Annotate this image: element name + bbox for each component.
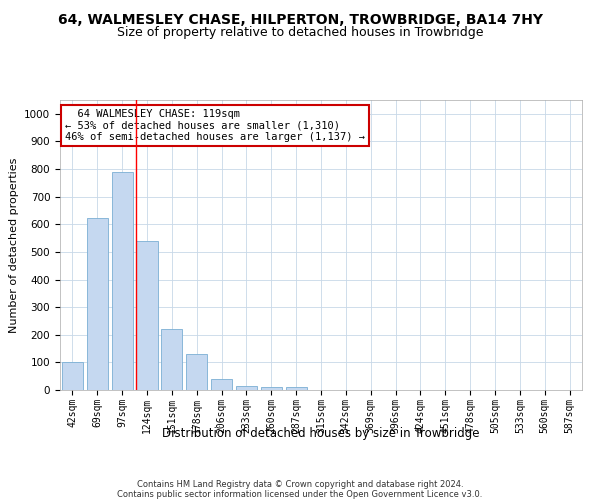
- Bar: [186, 354, 207, 390]
- Y-axis label: Number of detached properties: Number of detached properties: [8, 158, 19, 332]
- Text: Distribution of detached houses by size in Trowbridge: Distribution of detached houses by size …: [162, 428, 480, 440]
- Bar: [112, 172, 133, 390]
- Bar: [161, 329, 182, 390]
- Bar: [261, 387, 282, 390]
- Text: Size of property relative to detached houses in Trowbridge: Size of property relative to detached ho…: [117, 26, 483, 39]
- Bar: [211, 378, 232, 390]
- Bar: [286, 387, 307, 390]
- Text: 64 WALMESLEY CHASE: 119sqm  
← 53% of detached houses are smaller (1,310)
46% of: 64 WALMESLEY CHASE: 119sqm ← 53% of deta…: [65, 108, 365, 142]
- Bar: [62, 362, 83, 390]
- Bar: [236, 386, 257, 390]
- Text: Contains HM Land Registry data © Crown copyright and database right 2024.
Contai: Contains HM Land Registry data © Crown c…: [118, 480, 482, 500]
- Bar: [136, 241, 158, 390]
- Bar: [87, 218, 108, 390]
- Text: 64, WALMESLEY CHASE, HILPERTON, TROWBRIDGE, BA14 7HY: 64, WALMESLEY CHASE, HILPERTON, TROWBRID…: [58, 12, 542, 26]
